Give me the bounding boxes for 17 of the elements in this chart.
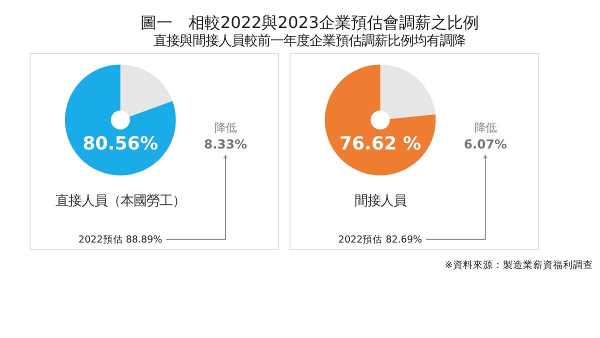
text: 圖一 相較2022與2023企業預估會調薪之比例 <box>140 12 479 32</box>
text: 間接人員 <box>354 194 406 210</box>
text: 降低 <box>474 120 496 134</box>
data-label: 76.62 % <box>339 134 422 155</box>
text: 直接與間接人員較前一年度企業預估調薪比例均有調降 <box>154 32 466 49</box>
donut-slice <box>380 64 436 120</box>
text: ※資料來源：製造業薪資福利調查 <box>444 259 593 272</box>
donut-slice <box>64 64 176 176</box>
text: 直接人員（本國勞工） <box>55 194 186 210</box>
text: 6.07% <box>464 136 508 152</box>
donut-slice <box>120 64 172 117</box>
text: 2022預估 88.89% <box>78 234 162 246</box>
text: 2022預估 82.69% <box>338 234 422 246</box>
data-label: 80.56% <box>82 134 158 155</box>
text: 降低 <box>214 120 236 134</box>
donut-slice <box>324 64 436 176</box>
text: 8.33% <box>204 136 248 152</box>
